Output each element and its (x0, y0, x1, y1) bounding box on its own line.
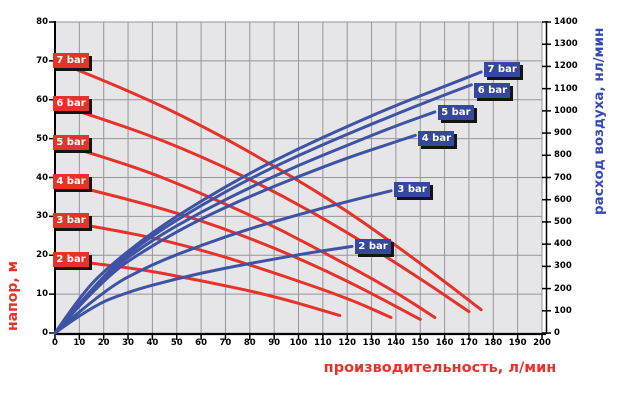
x-tick-label: 90 (268, 338, 281, 348)
x-tick-label: 60 (195, 338, 208, 348)
y-right-tick-label: 1400 (554, 17, 578, 27)
y-left-tick-label: 70 (36, 55, 48, 66)
y-left-tick-label: 10 (36, 289, 48, 300)
curve-head-3bar (53, 218, 393, 319)
curve-label-blue-2bar: 2 bar (355, 238, 392, 254)
x-tick-label: 30 (122, 338, 134, 348)
x-tick-label: 80 (243, 338, 256, 348)
curve-airflow-4bar (53, 133, 417, 335)
curve-airflow-7bar (53, 70, 483, 335)
curve-airflow-6bar (53, 83, 473, 335)
x-tick-label: 160 (435, 338, 454, 348)
curve-label-blue-4bar: 4 bar (418, 130, 455, 146)
x-tick-label: 40 (146, 338, 159, 348)
y-left-tick-label: 50 (36, 133, 48, 144)
x-tick-label: 0 (52, 338, 58, 348)
x-tick-label: 150 (411, 338, 430, 348)
curve-label-red-4bar: 4 bar (53, 173, 89, 189)
x-tick-label: 70 (219, 338, 232, 348)
curve-label-blue-7bar: 7 bar (484, 62, 521, 78)
y-left-tick-label: 80 (36, 17, 48, 27)
right-axis-title: расход воздуха, нл/мин (591, 27, 607, 215)
curve-label-red-3bar: 3 bar (53, 212, 89, 228)
y-right-tick-label: 1300 (554, 39, 578, 50)
y-right-tick-label: 900 (554, 128, 572, 139)
y-left-tick-label: 30 (36, 211, 48, 222)
curve-label-red-7bar: 7 bar (53, 53, 89, 69)
x-tick-label: 140 (387, 338, 405, 348)
x-axis-title: производительность, л/мин (323, 360, 557, 376)
y-right-tick-label: 400 (554, 239, 572, 250)
curve-airflow-5bar (53, 110, 437, 335)
curve-label-blue-5bar: 5 bar (437, 105, 474, 121)
y-left-tick-label: 0 (42, 328, 48, 338)
curve-label-red-6bar: 6 bar (53, 96, 89, 112)
y-right-tick-label: 800 (554, 150, 572, 161)
y-left-tick-label: 20 (36, 250, 48, 261)
curve-airflow-3bar (53, 189, 393, 335)
y-left-tick-label: 60 (36, 94, 48, 105)
curve-airflow-2bar (53, 244, 354, 335)
y-right-tick-label: 600 (554, 194, 572, 205)
curve-label-red-5bar: 5 bar (53, 135, 89, 150)
x-tick-label: 200 (533, 338, 551, 348)
y-right-tick-label: 700 (554, 172, 572, 183)
y-right-tick-label: 1200 (554, 61, 578, 72)
x-tick-label: 100 (289, 338, 308, 348)
curve-label-red-2bar: 2 bar (53, 251, 89, 267)
curve-head-6bar (53, 102, 471, 314)
y-right-tick-label: 1100 (554, 83, 578, 94)
x-tick-label: 170 (460, 338, 478, 348)
x-tick-label: 130 (362, 338, 381, 348)
x-tick-label: 50 (170, 338, 183, 348)
y-right-tick-label: 0 (554, 328, 560, 338)
x-tick-label: 120 (338, 338, 357, 348)
y-right-tick-label: 500 (554, 216, 572, 227)
y-left-tick-label: 40 (36, 172, 48, 183)
curve-label-blue-6bar: 6 bar (474, 83, 511, 99)
x-tick-label: 180 (484, 338, 503, 348)
y-right-tick-label: 100 (554, 305, 572, 316)
y-right-tick-label: 200 (554, 283, 572, 294)
y-right-tick-label: 300 (554, 261, 572, 272)
x-tick-label: 110 (313, 338, 332, 348)
y-right-tick-label: 1000 (554, 105, 578, 116)
left-axis-title: напор, м (5, 260, 21, 332)
x-tick-label: 10 (73, 338, 86, 348)
x-tick-label: 190 (508, 338, 527, 348)
x-tick-label: 20 (97, 338, 110, 348)
curve-label-blue-3bar: 3 bar (394, 182, 431, 198)
